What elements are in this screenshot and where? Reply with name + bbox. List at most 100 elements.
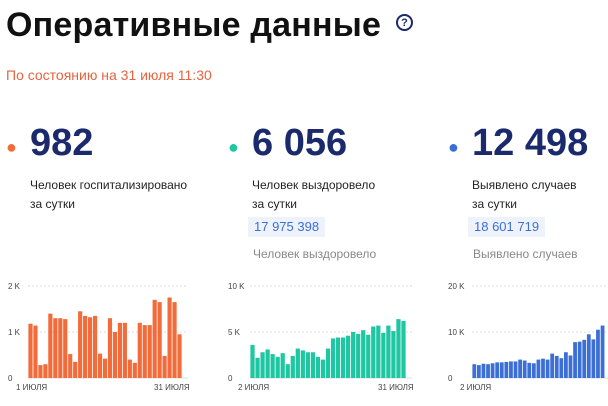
bar[interactable] [320,359,326,378]
bar[interactable] [102,358,108,378]
bar[interactable] [531,363,536,378]
bar[interactable] [386,325,391,378]
bar[interactable] [48,313,53,378]
bar[interactable] [577,341,582,378]
bar[interactable] [346,335,351,378]
x-tick-label: 2 ИЮЛЯ [460,383,491,392]
bar[interactable] [396,319,401,378]
bar[interactable] [38,365,43,378]
detected-value: 12 498 [472,122,589,164]
bar[interactable] [376,325,381,378]
bar[interactable] [476,365,481,378]
bar[interactable] [330,338,336,378]
y-tick-label: 5 K [228,328,241,337]
bar[interactable] [504,361,509,378]
bar[interactable] [582,339,587,378]
bar[interactable] [509,361,513,378]
y-tick-label: 10 K [448,328,465,337]
bar[interactable] [527,362,532,378]
bar[interactable] [371,326,376,378]
bar[interactable] [356,333,361,378]
bar[interactable] [550,353,555,378]
bar[interactable] [340,337,346,378]
bar[interactable] [518,359,522,378]
bar[interactable] [33,325,38,378]
bar[interactable] [564,352,568,378]
bar[interactable] [112,332,118,378]
bar[interactable] [152,299,157,378]
bar[interactable] [391,331,396,378]
detected-description: Выявлено случаев за сутки [472,176,608,214]
bar[interactable] [177,334,182,378]
bar[interactable] [147,325,152,378]
bar[interactable] [92,315,98,378]
bar[interactable] [536,359,541,378]
bar[interactable] [290,355,295,378]
bar[interactable] [310,352,316,378]
bar[interactable] [157,302,162,378]
bar[interactable] [499,362,504,378]
bar[interactable] [295,348,300,378]
bar[interactable] [573,342,577,378]
bar[interactable] [250,344,255,378]
bar[interactable] [97,353,103,378]
bar[interactable] [541,358,545,378]
bar[interactable] [132,362,137,378]
bar[interactable] [486,364,490,378]
bar[interactable] [127,359,132,378]
bar[interactable] [83,315,88,378]
bar[interactable] [265,349,270,378]
bar[interactable] [270,354,275,378]
x-tick-label: 2 ИЮЛЯ [238,383,269,392]
bar[interactable] [401,320,406,378]
bar[interactable] [522,360,527,378]
bar[interactable] [495,362,500,378]
bar[interactable] [280,353,285,378]
bar[interactable] [315,356,321,378]
bar[interactable] [137,322,142,378]
bar[interactable] [88,317,93,378]
bar[interactable] [53,318,58,378]
bar[interactable] [351,332,356,378]
bar[interactable] [28,323,33,378]
bar[interactable] [167,297,172,379]
bar[interactable] [275,356,280,378]
bar[interactable] [568,355,573,378]
bar[interactable] [305,352,310,378]
bar[interactable] [325,348,331,378]
bar[interactable] [545,359,550,378]
bar[interactable] [78,311,83,378]
bar[interactable] [366,334,371,378]
bar[interactable] [107,318,113,378]
bar[interactable] [596,329,600,378]
bar[interactable] [300,350,305,378]
bar[interactable] [73,361,78,378]
bar[interactable] [58,318,63,378]
bar[interactable] [117,322,122,378]
bar[interactable] [591,339,596,378]
bar[interactable] [43,364,48,378]
bar[interactable] [255,357,260,378]
recovered-desc-line2: за сутки [252,197,297,211]
bar[interactable] [554,355,559,378]
bar[interactable] [285,364,290,378]
bar[interactable] [361,330,366,378]
bar[interactable] [513,361,518,378]
bar[interactable] [490,363,495,378]
bar[interactable] [63,319,68,378]
bar[interactable] [260,352,265,378]
bar[interactable] [142,325,147,378]
help-icon[interactable]: ? [396,14,413,31]
y-tick-label: 0 [448,374,453,383]
bar[interactable] [335,337,341,378]
bar[interactable] [600,325,605,378]
bar[interactable] [122,322,127,378]
bar[interactable] [381,332,386,378]
bar[interactable] [472,364,477,378]
bar[interactable] [162,355,167,378]
bar[interactable] [586,334,591,378]
bar[interactable] [172,302,177,378]
bar[interactable] [559,358,564,378]
bar[interactable] [68,354,73,378]
bar[interactable] [481,363,486,378]
